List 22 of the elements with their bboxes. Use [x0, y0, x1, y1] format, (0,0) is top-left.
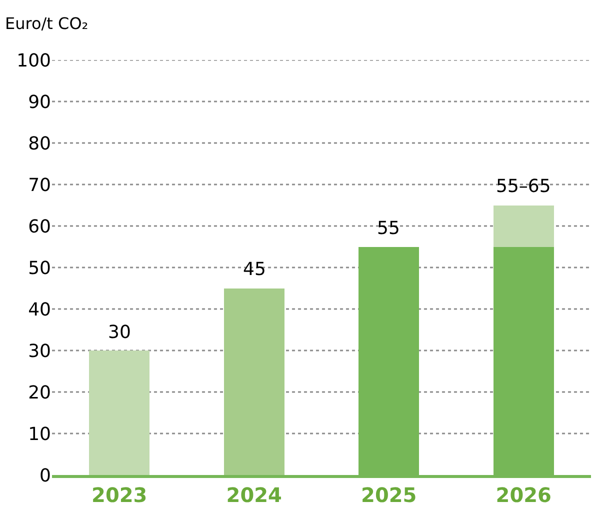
- y-tick-label: 40: [28, 299, 51, 320]
- y-axis-title: Euro/t CO₂: [5, 14, 88, 33]
- y-tick-label: 70: [28, 174, 51, 196]
- y-tick-label: 10: [28, 424, 51, 445]
- y-tick-label: 60: [28, 216, 51, 238]
- x-tick-label: 2023: [92, 482, 148, 507]
- x-tick-label: 2024: [226, 482, 282, 507]
- bar: [493, 205, 554, 247]
- total-label: 30: [108, 322, 131, 343]
- y-tick-label: 50: [28, 258, 51, 279]
- y-tick-label: 90: [28, 92, 51, 113]
- x-tick-label: 2025: [361, 482, 417, 507]
- y-tick-label: 0: [40, 465, 51, 486]
- total-label: 55–65: [496, 176, 551, 197]
- bar: [224, 288, 284, 475]
- y-tick-label: 20: [28, 382, 51, 404]
- total-label: 45: [243, 259, 266, 280]
- y-tick-label: 100: [16, 50, 51, 72]
- y-tick-label: 30: [28, 340, 51, 362]
- total-label: 55: [377, 218, 400, 239]
- x-tick-label: 2026: [496, 482, 552, 507]
- y-tick-label: 80: [28, 133, 51, 154]
